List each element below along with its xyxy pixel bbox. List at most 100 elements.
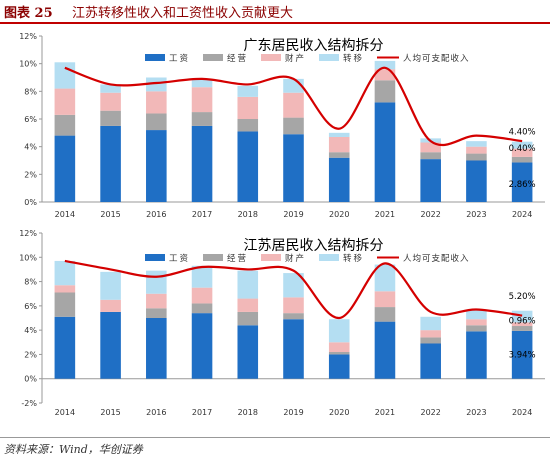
bar-工资 <box>146 130 167 202</box>
bar-财产 <box>511 322 533 327</box>
y-tick-label: 10% <box>19 253 37 262</box>
data-label: 2.86% <box>509 180 536 190</box>
bar-经营 <box>54 292 76 317</box>
legend-swatch <box>261 254 281 261</box>
x-tick-label: 2023 <box>466 408 486 417</box>
bar-经营 <box>237 119 259 132</box>
bar-转移 <box>420 316 441 331</box>
x-tick-label: 2024 <box>512 210 532 219</box>
bar-财产 <box>466 319 487 326</box>
bar-经营 <box>328 152 350 158</box>
bar-转移 <box>374 264 396 292</box>
bar-财产 <box>511 148 533 157</box>
bar-财产 <box>191 87 213 113</box>
x-tick-label: 2018 <box>238 210 258 219</box>
bar-财产 <box>237 298 259 312</box>
bar-财产 <box>237 96 259 119</box>
legend-label: 人均可支配收入 <box>403 253 470 264</box>
bar-财产 <box>54 285 76 293</box>
y-tick-label: 6% <box>24 115 37 124</box>
data-label: 0.96% <box>509 316 536 326</box>
x-tick-label: 2014 <box>55 408 75 417</box>
bar-财产 <box>328 342 350 352</box>
bar-转移 <box>511 310 533 323</box>
bar-工资 <box>328 354 350 379</box>
bar-财产 <box>283 297 304 314</box>
bar-转移 <box>511 141 533 149</box>
x-tick-label: 2019 <box>283 210 303 219</box>
y-tick-label: 2% <box>24 350 37 359</box>
bar-财产 <box>146 293 167 309</box>
bar-财产 <box>146 91 167 114</box>
bar-工资 <box>54 135 76 202</box>
bar-经营 <box>283 117 304 135</box>
bar-转移 <box>328 132 350 137</box>
bar-经营 <box>420 152 441 160</box>
x-tick-label: 2016 <box>146 210 166 219</box>
y-tick-label: 0% <box>24 375 37 384</box>
bar-财产 <box>100 299 121 312</box>
legend-swatch <box>145 54 165 61</box>
bar-工资 <box>191 313 213 379</box>
bar-工资 <box>511 330 533 379</box>
x-tick-label: 2017 <box>192 408 212 417</box>
bar-工资 <box>420 159 441 202</box>
x-tick-label: 2015 <box>100 210 120 219</box>
x-tick-label: 2014 <box>55 210 75 219</box>
bar-转移 <box>100 84 121 93</box>
x-tick-label: 2021 <box>375 210 395 219</box>
y-tick-label: -2% <box>21 399 37 408</box>
legend-label: 经营 <box>227 53 248 64</box>
bar-经营 <box>466 153 487 161</box>
bar-工资 <box>420 343 441 379</box>
legend-swatch <box>203 54 223 61</box>
bar-经营 <box>100 110 121 126</box>
bar-财产 <box>374 291 396 308</box>
data-label: 0.40% <box>509 144 536 154</box>
figure-number: 图表 25 <box>4 6 53 21</box>
bar-转移 <box>466 309 487 320</box>
bar-工资 <box>511 162 533 202</box>
legend-label: 人均可支配收入 <box>403 53 470 64</box>
bar-经营 <box>54 114 76 136</box>
bar-经营 <box>328 352 350 355</box>
legend-swatch <box>319 254 339 261</box>
bar-转移 <box>466 141 487 147</box>
legend-swatch <box>261 54 281 61</box>
income-line <box>64 259 523 320</box>
jiangsu-chart: -2% 0% 2% 4% 6% 8% 10% 12% 2014 2015 2016 2017 2018 2… <box>19 229 545 417</box>
figure-title: 江苏转移性收入和工资性收入贡献更大 <box>72 6 294 21</box>
x-tick-label: 2015 <box>100 408 120 417</box>
bar-工资 <box>100 125 121 202</box>
income-line <box>64 66 523 147</box>
bar-转移 <box>191 78 213 88</box>
bar-工资 <box>283 134 304 202</box>
bar-经营 <box>374 80 396 103</box>
y-tick-label: 4% <box>24 143 37 152</box>
bar-转移 <box>146 270 167 294</box>
x-tick-label: 2019 <box>283 408 303 417</box>
y-tick-label: 8% <box>24 87 37 96</box>
y-tick-label: 6% <box>24 302 37 311</box>
bar-经营 <box>420 337 441 344</box>
source-note: 资料来源：Wind，华创证券 <box>4 443 143 456</box>
y-tick-label: 4% <box>24 326 37 335</box>
chart-title: 江苏居民收入结构拆分 <box>244 238 384 254</box>
legend: 工资 经营 财产 转移 人均可支配收入 <box>145 253 470 264</box>
bar-经营 <box>511 326 533 331</box>
bar-工资 <box>283 319 304 379</box>
bar-转移 <box>237 270 259 299</box>
y-tick-label: 8% <box>24 278 37 287</box>
x-tick-label: 2017 <box>192 210 212 219</box>
legend-label: 经营 <box>227 253 248 264</box>
legend-label: 转移 <box>343 53 364 64</box>
legend: 工资 经营 财产 转移 人均可支配收入 <box>145 53 470 64</box>
legend-label: 转移 <box>343 253 364 264</box>
x-tick-label: 2024 <box>512 408 532 417</box>
bar-经营 <box>191 112 213 126</box>
bar-财产 <box>328 136 350 153</box>
x-tick-label: 2022 <box>421 210 441 219</box>
x-tick-label: 2016 <box>146 408 166 417</box>
bar-财产 <box>374 69 396 81</box>
